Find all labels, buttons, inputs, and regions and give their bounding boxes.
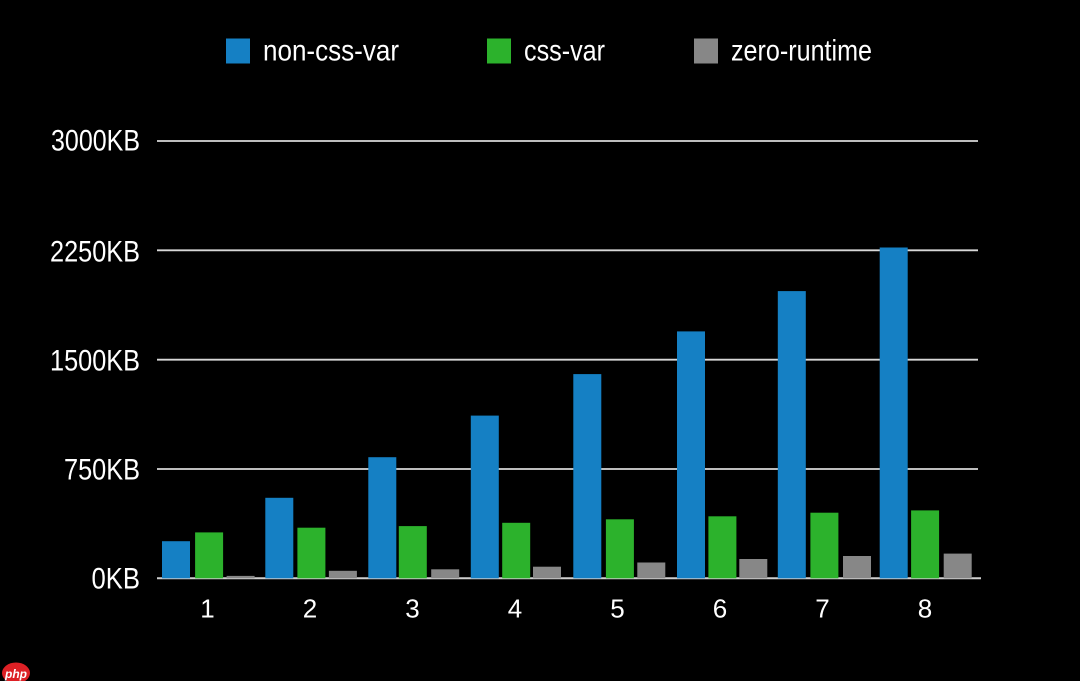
svg-text:3000KB: 3000KB xyxy=(51,125,140,158)
svg-text:6: 6 xyxy=(713,594,727,624)
svg-text:php: php xyxy=(4,667,27,681)
svg-text:css-var: css-var xyxy=(524,35,605,68)
svg-text:non-css-var: non-css-var xyxy=(263,35,399,68)
svg-text:750KB: 750KB xyxy=(64,454,140,487)
svg-text:2: 2 xyxy=(303,594,317,624)
svg-text:8: 8 xyxy=(918,594,932,624)
svg-text:7: 7 xyxy=(815,594,829,624)
svg-text:1: 1 xyxy=(200,594,214,624)
svg-text:3: 3 xyxy=(405,594,419,624)
svg-text:0KB: 0KB xyxy=(92,563,141,596)
svg-text:2250KB: 2250KB xyxy=(50,236,140,269)
svg-text:5: 5 xyxy=(610,594,624,624)
svg-text:1500KB: 1500KB xyxy=(50,345,140,378)
svg-text:zero-runtime: zero-runtime xyxy=(731,35,872,68)
svg-text:4: 4 xyxy=(508,594,522,624)
